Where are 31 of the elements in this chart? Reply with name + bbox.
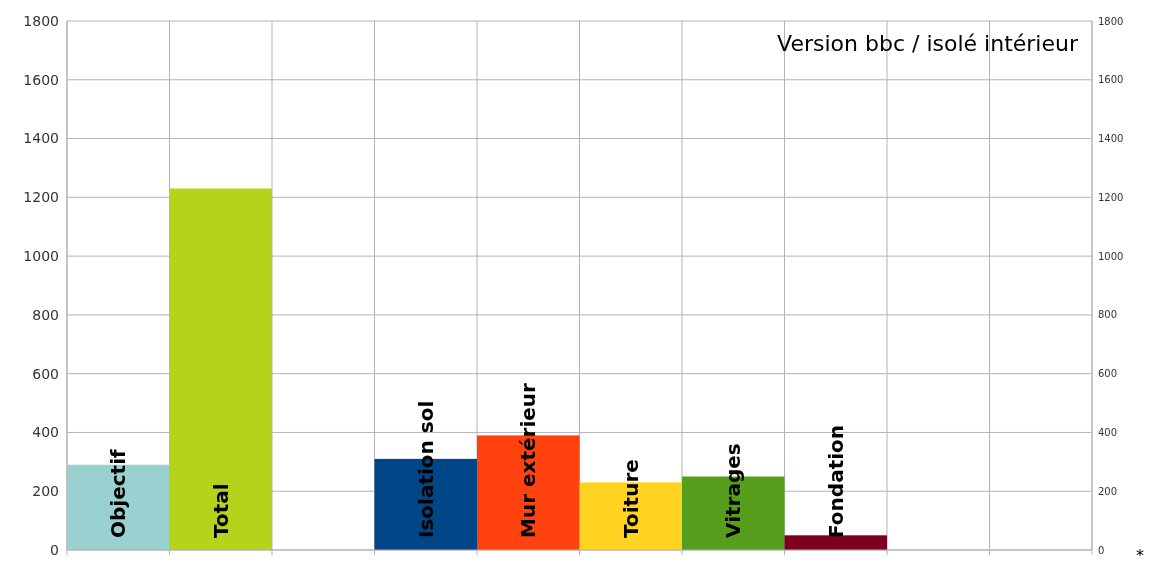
y2-tick-label: 200 xyxy=(1098,485,1118,497)
y-tick-label: 1400 xyxy=(23,130,59,147)
y-tick-label: 800 xyxy=(32,306,59,323)
x-tick-label: Toiture xyxy=(618,459,643,538)
y2-tick-label: 1200 xyxy=(1098,191,1124,203)
y2-tick-label: 400 xyxy=(1098,426,1118,438)
y2-tick-label: 800 xyxy=(1098,309,1118,321)
bar xyxy=(169,188,272,550)
x-tick-label: Mur extérieur xyxy=(516,382,541,538)
y-tick-label: 400 xyxy=(32,424,59,441)
y-tick-label: 0 xyxy=(50,541,59,558)
x-tick-label: Objectif xyxy=(106,448,131,538)
text: Version bbc / isolé intérieur xyxy=(777,31,1079,56)
y2-tick-label: 1600 xyxy=(1098,74,1124,86)
y-tick-label: 600 xyxy=(32,365,59,382)
y-tick-label: 1200 xyxy=(23,189,59,206)
y-tick-label: 1600 xyxy=(23,71,59,88)
y2-tick-label: 1400 xyxy=(1098,133,1124,145)
bar xyxy=(784,535,887,550)
y-tick-label: 1800 xyxy=(23,12,59,29)
x-tick-label: Isolation sol xyxy=(413,400,438,538)
y2-tick-label: 600 xyxy=(1098,368,1118,380)
y-tick-label: 1000 xyxy=(23,248,59,265)
text: * xyxy=(1136,546,1144,565)
x-tick-label: Fondation xyxy=(823,424,848,538)
y2-tick-label: 1800 xyxy=(1098,15,1124,27)
y-tick-label: 200 xyxy=(32,483,59,500)
x-tick-label: Vitrages xyxy=(721,443,746,538)
x-tick-label: Total xyxy=(208,483,233,538)
y2-tick-label: 1000 xyxy=(1098,250,1124,262)
y2-tick-label: 0 xyxy=(1098,544,1105,556)
